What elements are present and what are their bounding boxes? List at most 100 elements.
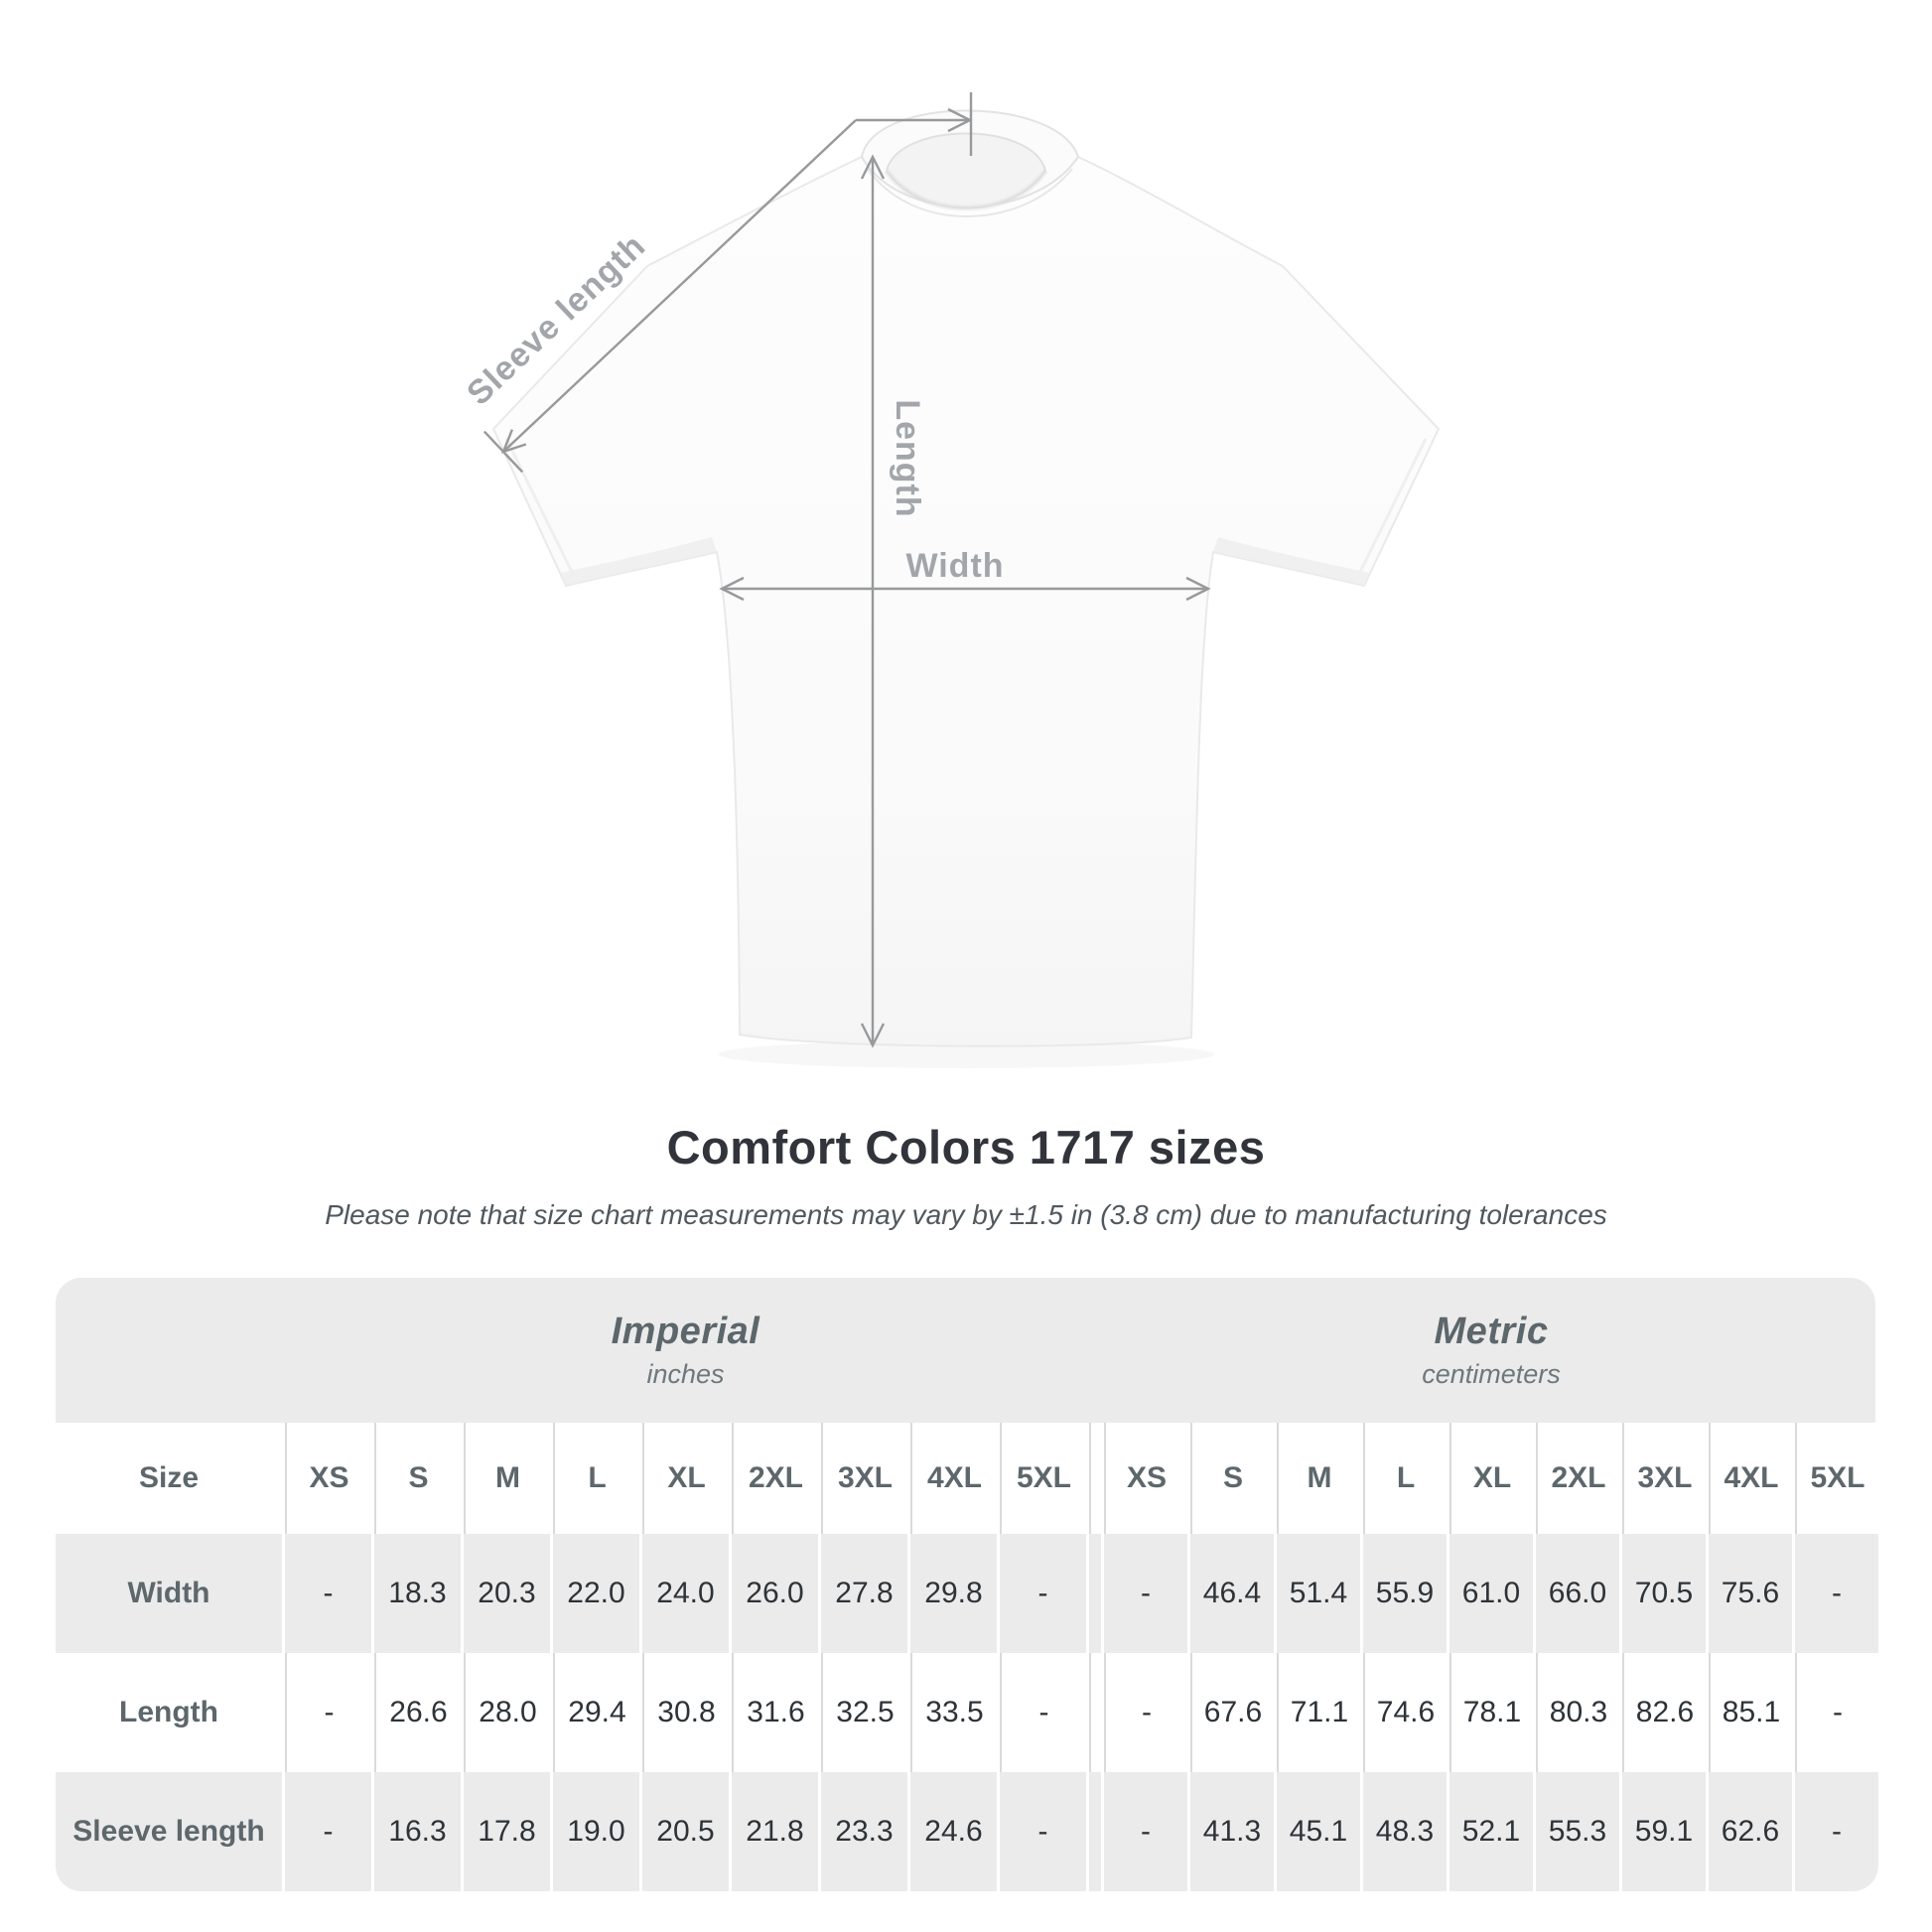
table-cell: 46.4 xyxy=(1190,1534,1274,1653)
table-cell: 45.1 xyxy=(1277,1772,1360,1891)
table-cell: 41.3 xyxy=(1190,1772,1274,1891)
table-cell: 51.4 xyxy=(1277,1534,1360,1653)
table-cell: - xyxy=(1104,1653,1187,1772)
table-cell: 29.4 xyxy=(553,1653,639,1772)
table-row-length: Length - 26.6 28.0 29.4 30.8 31.6 32.5 3… xyxy=(56,1653,1875,1772)
table-cell: 32.5 xyxy=(821,1653,907,1772)
shirt-shadow xyxy=(718,1040,1214,1068)
table-row-width: Width - 18.3 20.3 22.0 24.0 26.0 27.8 29… xyxy=(56,1534,1878,1653)
row-label: Width xyxy=(56,1534,282,1653)
table-row-sleeve-length: Sleeve length - 16.3 17.8 19.0 20.5 21.8… xyxy=(56,1772,1878,1891)
table-cell: - xyxy=(285,1534,371,1653)
column-header: M xyxy=(1277,1423,1360,1534)
page-title: Comfort Colors 1717 sizes xyxy=(666,1121,1266,1173)
imperial-label: Imperial xyxy=(611,1311,760,1352)
shirt-body xyxy=(491,155,1441,1047)
table-cell: 62.6 xyxy=(1709,1772,1792,1891)
column-header: 4XL xyxy=(910,1423,997,1534)
table-cell: 22.0 xyxy=(553,1534,639,1653)
table-cell: 28.0 xyxy=(464,1653,550,1772)
table-cell: 71.1 xyxy=(1277,1653,1360,1772)
shirt-collar-seam xyxy=(867,168,1073,217)
column-header: S xyxy=(374,1423,461,1534)
table-cell: 23.3 xyxy=(821,1772,907,1891)
table-cell: 20.5 xyxy=(642,1772,729,1891)
table-cell: 29.8 xyxy=(910,1534,997,1653)
shirt-cuff-line-right xyxy=(1357,438,1428,575)
unit-band: Imperial inches Metric centimeters xyxy=(56,1278,1875,1423)
column-header: S xyxy=(1190,1423,1274,1534)
table-cell: 78.1 xyxy=(1449,1653,1533,1772)
table-cell: 67.6 xyxy=(1190,1653,1274,1772)
table-cell: - xyxy=(1000,1534,1086,1653)
table-cell: - xyxy=(285,1772,371,1891)
table-cell: 33.5 xyxy=(910,1653,997,1772)
column-header: XL xyxy=(642,1423,729,1534)
column-header: 3XL xyxy=(1622,1423,1706,1534)
column-header: L xyxy=(1363,1423,1447,1534)
size-header-row: Size XS S M L XL 2XL 3XL 4XL 5XL XS S M … xyxy=(56,1423,1875,1534)
table-cell: 18.3 xyxy=(374,1534,461,1653)
row-label: Length xyxy=(119,1696,218,1728)
table-cell: 80.3 xyxy=(1536,1653,1619,1772)
column-header: L xyxy=(553,1423,639,1534)
table-cell: 17.8 xyxy=(464,1772,550,1891)
table-cell: 70.5 xyxy=(1622,1534,1706,1653)
table-cell: 30.8 xyxy=(642,1653,729,1772)
table-cell: 24.6 xyxy=(910,1772,997,1891)
table-cell: 55.3 xyxy=(1536,1772,1619,1891)
table-cell: 61.0 xyxy=(1449,1534,1533,1653)
group-gap xyxy=(1089,1772,1101,1891)
imperial-unit: inches xyxy=(646,1359,725,1389)
table-cell: 66.0 xyxy=(1536,1534,1619,1653)
table-cell: 85.1 xyxy=(1709,1653,1792,1772)
table-cell: 20.3 xyxy=(464,1534,550,1653)
group-gap xyxy=(1089,1423,1101,1534)
row-label: Sleeve length xyxy=(56,1772,282,1891)
table-cell: - xyxy=(1795,1534,1878,1653)
group-gap xyxy=(1089,1653,1101,1772)
table-cell: - xyxy=(1104,1534,1187,1653)
table-cell: - xyxy=(1795,1653,1878,1772)
table-cell: 55.9 xyxy=(1363,1534,1447,1653)
shirt-cuff-line-left xyxy=(504,438,575,575)
table-cell: 52.1 xyxy=(1449,1772,1533,1891)
column-header: M xyxy=(464,1423,550,1534)
length-label: Length xyxy=(889,399,926,517)
table-cell: 21.8 xyxy=(732,1772,818,1891)
table-cell: 59.1 xyxy=(1622,1772,1706,1891)
table-cell: - xyxy=(1000,1772,1086,1891)
size-header: Size xyxy=(138,1461,200,1494)
shirt-shading-right xyxy=(1213,537,1370,586)
table-cell: 26.0 xyxy=(732,1534,818,1653)
column-header: 5XL xyxy=(1000,1423,1086,1534)
shirt-collar-opening xyxy=(885,132,1047,209)
table-cell: 27.8 xyxy=(821,1534,907,1653)
metric-group-header: Metric centimeters xyxy=(1104,1278,1878,1423)
shirt-shading-left xyxy=(560,537,717,586)
table-cell: 31.6 xyxy=(732,1653,818,1772)
table-cell: 19.0 xyxy=(553,1772,639,1891)
metric-unit: centimeters xyxy=(1422,1359,1561,1389)
tolerance-note: Please note that size chart measurements… xyxy=(325,1199,1607,1230)
tshirt-illustration: Sleeve length Length Width xyxy=(460,92,1441,1068)
table-cell: 16.3 xyxy=(374,1772,461,1891)
imperial-group-header: Imperial inches xyxy=(285,1278,1086,1423)
table-cell: 74.6 xyxy=(1363,1653,1447,1772)
table-cell: - xyxy=(1104,1772,1187,1891)
width-label: Width xyxy=(905,547,1004,585)
column-header: XS xyxy=(285,1423,371,1534)
column-header: XL xyxy=(1449,1423,1533,1534)
table-cell: 75.6 xyxy=(1709,1534,1792,1653)
table-cell: 48.3 xyxy=(1363,1772,1447,1891)
metric-label: Metric xyxy=(1434,1311,1549,1352)
column-header: XS xyxy=(1104,1423,1187,1534)
column-header: 5XL xyxy=(1795,1423,1878,1534)
table-cell: - xyxy=(1795,1772,1878,1891)
column-header: 3XL xyxy=(821,1423,907,1534)
tshirt-size-diagram: Sleeve length Length Width xyxy=(460,92,1441,1068)
table-cell: 82.6 xyxy=(1622,1653,1706,1772)
table-cell: 24.0 xyxy=(642,1534,729,1653)
size-chart-table: Imperial inches Metric centimeters Size … xyxy=(56,1278,1878,1891)
column-header: 4XL xyxy=(1709,1423,1792,1534)
